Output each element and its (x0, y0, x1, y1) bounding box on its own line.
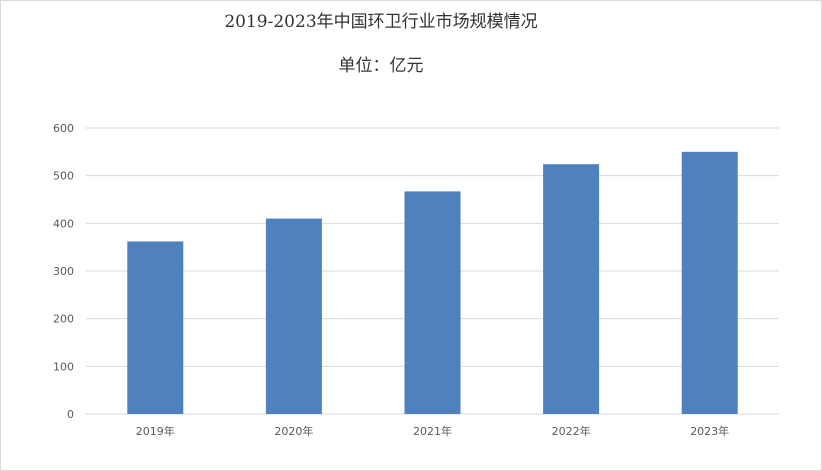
bar-2021年 (404, 191, 461, 414)
x-tick-label-2019年: 2019年 (136, 424, 175, 438)
chart-title: 2019-2023年中国环卫行业市场规模情况 (224, 12, 538, 32)
y-tick-label-100: 100 (53, 360, 74, 373)
x-tick-label-2021年: 2021年 (413, 424, 452, 438)
x-tick-label-2022年: 2022年 (552, 424, 591, 438)
y-tick-label-300: 300 (53, 265, 74, 278)
x-axis-labels: 2019年 2020年 2021年 2022年 2023年 (136, 424, 729, 438)
bar-2019年 (127, 241, 184, 414)
bar-2022年 (543, 164, 600, 414)
x-tick-label-2023年: 2023年 (690, 424, 729, 438)
x-tick-label-2020年: 2020年 (274, 424, 313, 438)
y-tick-label-0: 0 (67, 408, 74, 421)
chart-subtitle: 单位：亿元 (338, 56, 424, 76)
gridlines (86, 127, 779, 415)
y-axis-labels: 0 100 200 300 400 500 600 (53, 122, 74, 421)
y-tick-label-500: 500 (53, 170, 74, 183)
y-tick-label-600: 600 (53, 122, 74, 135)
y-tick-label-200: 200 (53, 313, 74, 326)
y-tick-label-400: 400 (53, 217, 74, 230)
bar-2020年 (265, 218, 322, 414)
bars (127, 151, 738, 415)
bar-2023年 (681, 151, 738, 415)
